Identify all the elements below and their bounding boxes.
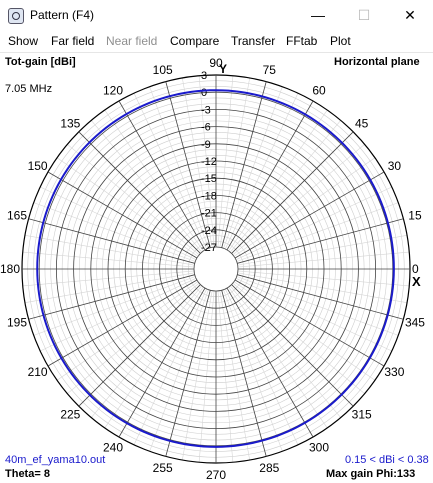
angle-tick-label: 345: [405, 315, 425, 329]
maximize-button[interactable]: ☐: [357, 7, 371, 23]
angle-tick-label: 135: [60, 116, 80, 130]
radial-tick-label: -21: [201, 208, 217, 220]
major-spoke: [165, 290, 211, 457]
angle-tick-label: 120: [103, 84, 123, 98]
radial-tick-label: -9: [201, 139, 211, 151]
major-spoke: [47, 279, 198, 367]
menu-far-field[interactable]: Far field: [51, 34, 95, 48]
y-axis-label: Y: [219, 62, 227, 76]
menu-show[interactable]: Show: [8, 34, 39, 48]
theta-label: Theta= 8: [5, 468, 50, 480]
angle-tick-label: 0: [412, 262, 419, 276]
menu-fftab[interactable]: FFtab: [286, 34, 318, 48]
angle-tick-label: 90: [209, 56, 223, 70]
angle-tick-label: 330: [384, 365, 404, 379]
radial-tick-label: 0: [201, 87, 207, 99]
major-spoke: [78, 131, 201, 254]
major-spoke: [221, 81, 267, 248]
angle-tick-label: 225: [60, 408, 80, 422]
angle-tick-label: 240: [103, 440, 123, 454]
major-spoke: [118, 287, 206, 438]
frequency-label: 7.05 MHz: [5, 83, 53, 95]
radial-tick-label: -12: [201, 156, 217, 168]
close-button[interactable]: ✕: [404, 7, 416, 23]
angle-labels: 0153045607590105120135150165180195210225…: [0, 56, 425, 482]
pattern-series-line: [36, 89, 395, 448]
app-icon: [8, 8, 24, 24]
window-title: Pattern (F4): [30, 8, 95, 22]
radial-tick-label: -27: [201, 242, 217, 254]
major-spoke: [78, 284, 201, 407]
axis-labels: YX: [219, 62, 421, 289]
menu-transfer[interactable]: Transfer: [231, 34, 276, 48]
angle-tick-label: 45: [355, 116, 369, 130]
major-spoke: [234, 171, 385, 259]
angle-tick-label: 315: [352, 408, 372, 422]
menu-plot[interactable]: Plot: [330, 34, 351, 48]
radial-tick-label: -3: [201, 104, 211, 116]
plane-title: Horizontal plane: [334, 56, 420, 68]
angle-tick-label: 75: [263, 63, 277, 77]
radial-labels: 3 0 -3 -6 -9 -12 -15 -18 -21 -24 -27: [201, 70, 217, 254]
major-spoke: [118, 100, 206, 251]
major-spoke: [237, 218, 404, 264]
max-gain-label: Max gain Phi:133: [326, 468, 416, 480]
title-bar: Pattern (F4) — ☐ ✕: [0, 0, 433, 30]
angle-spokes: [22, 75, 410, 463]
angle-tick-label: 300: [309, 440, 329, 454]
pattern-trace: [36, 89, 395, 448]
radial-tick-label: -6: [201, 122, 211, 134]
gain-range: 0.15 < dBi < 0.38: [345, 454, 429, 466]
angle-tick-label: 270: [206, 468, 226, 482]
file-name: 40m_ef_yama10.out: [5, 454, 106, 466]
angle-tick-label: 105: [153, 63, 173, 77]
major-spoke: [226, 287, 314, 438]
angle-tick-label: 60: [312, 84, 326, 98]
angle-tick-label: 255: [153, 461, 173, 475]
angle-tick-label: 15: [408, 209, 422, 223]
major-spoke: [231, 284, 354, 407]
radial-tick-label: -24: [201, 225, 217, 237]
angle-tick-label: 210: [28, 365, 48, 379]
angle-tick-label: 180: [0, 262, 20, 276]
major-spoke: [221, 290, 267, 457]
major-spoke: [28, 274, 195, 320]
major-spoke: [237, 274, 404, 320]
major-spoke: [231, 131, 354, 254]
angle-tick-label: 165: [7, 209, 27, 223]
menu-bar: Show Far field Near field Compare Transf…: [0, 30, 433, 53]
x-axis-label: X: [412, 274, 421, 289]
major-spoke: [234, 279, 385, 367]
angle-tick-label: 195: [7, 315, 27, 329]
major-spoke: [226, 100, 314, 251]
radial-tick-label: -18: [201, 190, 217, 202]
minimize-button[interactable]: —: [311, 7, 325, 23]
radial-tick-label: 3: [201, 70, 207, 82]
major-spoke: [47, 171, 198, 259]
major-spoke: [28, 218, 195, 264]
angle-tick-label: 285: [259, 461, 279, 475]
menu-near-field: Near field: [106, 34, 158, 48]
angle-tick-label: 150: [28, 159, 48, 173]
major-spoke: [165, 81, 211, 248]
menu-compare[interactable]: Compare: [170, 34, 220, 48]
angle-tick-label: 30: [388, 159, 402, 173]
gain-title: Tot-gain [dBi]: [5, 56, 76, 68]
radial-tick-label: -15: [201, 173, 217, 185]
